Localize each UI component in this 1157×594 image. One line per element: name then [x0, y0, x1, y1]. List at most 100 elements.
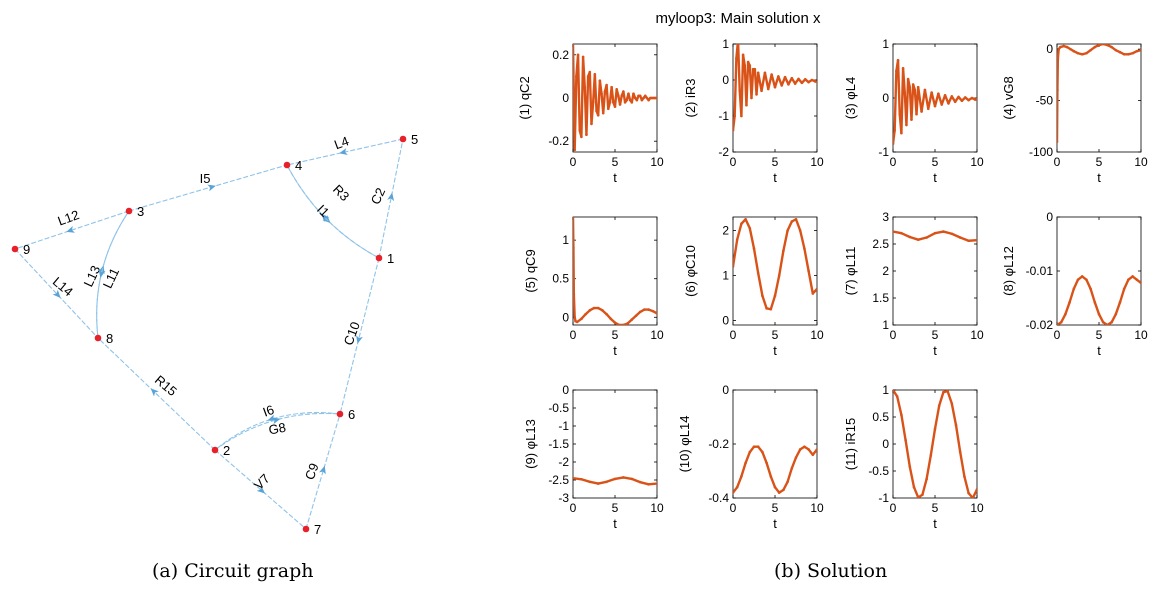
- data-point: [971, 496, 975, 498]
- y-tick-label: 2.5: [872, 237, 889, 251]
- data-point: [786, 480, 789, 484]
- data-point: [1080, 52, 1084, 56]
- data-point: [610, 85, 613, 89]
- x-axis-label: t: [613, 516, 617, 531]
- node-label-9: 9: [23, 242, 30, 257]
- data-point: [761, 450, 764, 454]
- data-point: [780, 84, 784, 87]
- y-axis-label: (8) φL12: [1001, 246, 1016, 296]
- x-tick-label: 5: [772, 155, 779, 169]
- data-point: [583, 85, 587, 89]
- x-tick-label: 0: [730, 501, 737, 515]
- data-point: [975, 97, 977, 101]
- data-point: [1089, 48, 1092, 52]
- data-point: [940, 103, 944, 106]
- subplot-4: 0 5 10 -100 -50 0 t (4) vG8: [1001, 42, 1148, 185]
- y-axis-label: (6) φC10: [683, 245, 698, 297]
- data-point: [958, 236, 962, 239]
- y-tick-label: 1: [882, 383, 889, 397]
- data-point: [588, 480, 592, 484]
- data-point: [642, 96, 645, 100]
- data-point: [777, 274, 781, 277]
- data-point: [1135, 278, 1139, 281]
- data-point: [896, 58, 900, 62]
- x-axis-label: t: [773, 170, 777, 185]
- data-point: [738, 89, 742, 93]
- y-tick-label: 0.5: [552, 272, 569, 286]
- subplot-frame: [732, 216, 818, 326]
- data-point: [908, 235, 912, 239]
- data-point: [765, 307, 768, 310]
- data-point: [807, 269, 810, 273]
- x-tick-label: 0: [890, 328, 897, 342]
- data-point: [967, 239, 970, 243]
- x-tick-label: 0: [570, 501, 577, 515]
- data-point: [745, 103, 748, 107]
- data-point: [733, 265, 735, 268]
- subplot-6: 0 5 10 0 1 2 t (6) φC10: [683, 216, 824, 358]
- data-point: [593, 72, 597, 76]
- solution-plots: myloop3: Main solution x0 5 10-0.200.2t(1)…: [517, 10, 1148, 531]
- node-7: [302, 525, 310, 533]
- data-point: [600, 92, 603, 95]
- x-tick-label: 5: [932, 328, 939, 342]
- node-label-6: 6: [348, 407, 355, 422]
- data-point: [628, 98, 632, 102]
- data-point: [950, 232, 954, 236]
- edge-arrow-l12: [66, 226, 75, 233]
- data-point: [798, 448, 802, 451]
- node-label-1: 1: [387, 251, 394, 266]
- data-point: [926, 107, 930, 111]
- x-axis-label: t: [1097, 343, 1101, 358]
- x-tick-label: 10: [810, 155, 824, 169]
- y-tick-label: 1.5: [872, 291, 889, 305]
- x-tick-label: 0: [570, 328, 577, 342]
- data-point: [807, 80, 810, 84]
- data-point: [1072, 287, 1076, 291]
- data-point: [601, 111, 605, 115]
- data-point: [591, 101, 595, 104]
- data-point: [733, 114, 736, 118]
- data-point: [782, 488, 785, 492]
- data-point: [605, 480, 608, 484]
- x-tick-label: 5: [1096, 328, 1103, 342]
- node-8: [94, 334, 102, 342]
- data-point: [573, 44, 575, 46]
- data-point: [615, 88, 618, 91]
- data-point: [906, 77, 910, 81]
- x-tick-label: 5: [932, 501, 939, 515]
- x-axis-label: t: [773, 516, 777, 531]
- data-point: [925, 477, 928, 481]
- edge-arrow-c10: [356, 335, 363, 344]
- edge-arrow-i1: [321, 213, 330, 223]
- edge-arrow-l11: [98, 269, 106, 279]
- data-point: [803, 445, 806, 449]
- chart-title: myloop3: Main solution x: [655, 10, 821, 27]
- edge-arrow-g8: [271, 417, 281, 425]
- data-point: [588, 70, 592, 74]
- y-tick-label: 3: [882, 210, 889, 224]
- data-point: [655, 96, 657, 100]
- node-4: [283, 161, 291, 169]
- data-point: [1110, 45, 1113, 49]
- data-point: [803, 247, 806, 250]
- data-point: [655, 482, 657, 485]
- y-axis-label: (7) φL11: [843, 247, 858, 296]
- y-tick-label: 0: [722, 314, 729, 328]
- y-tick-label: -0.2: [548, 134, 569, 148]
- data-point: [1101, 321, 1105, 324]
- subplot-8: 0 5 10 -0.02 -0.01 0 t (8) φL12: [1001, 210, 1148, 358]
- y-tick-label: -1: [558, 419, 569, 433]
- data-point: [573, 148, 576, 152]
- data-point: [893, 390, 895, 392]
- data-point: [1068, 301, 1071, 304]
- x-axis-label: t: [1097, 170, 1101, 185]
- edge-arrow-v7: [256, 485, 266, 494]
- data-point: [741, 53, 745, 57]
- data-point: [1097, 312, 1101, 316]
- data-point: [1139, 281, 1141, 285]
- data-point: [744, 217, 747, 221]
- y-axis-label: (2) iR3: [683, 78, 698, 117]
- x-tick-label: 10: [970, 155, 984, 169]
- data-point: [596, 113, 600, 117]
